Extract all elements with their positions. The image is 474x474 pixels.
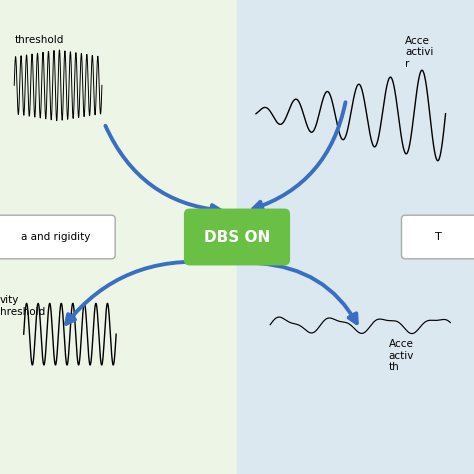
FancyArrowPatch shape bbox=[259, 263, 357, 323]
Text: threshold: threshold bbox=[14, 35, 64, 46]
FancyArrowPatch shape bbox=[253, 102, 346, 210]
Bar bbox=[0, 0, 237, 474]
FancyBboxPatch shape bbox=[184, 209, 290, 265]
Text: vity
hreshold: vity hreshold bbox=[0, 295, 45, 317]
Text: Acce
activi
r: Acce activi r bbox=[405, 36, 434, 69]
Bar bbox=[237, 0, 474, 474]
FancyBboxPatch shape bbox=[401, 215, 474, 259]
Text: DBS ON: DBS ON bbox=[204, 229, 270, 245]
FancyArrowPatch shape bbox=[66, 262, 215, 324]
Text: a and rigidity: a and rigidity bbox=[21, 232, 90, 242]
Text: Acce
activ
th: Acce activ th bbox=[389, 339, 414, 372]
Text: T: T bbox=[435, 232, 442, 242]
FancyBboxPatch shape bbox=[0, 215, 115, 259]
FancyArrowPatch shape bbox=[105, 126, 220, 214]
